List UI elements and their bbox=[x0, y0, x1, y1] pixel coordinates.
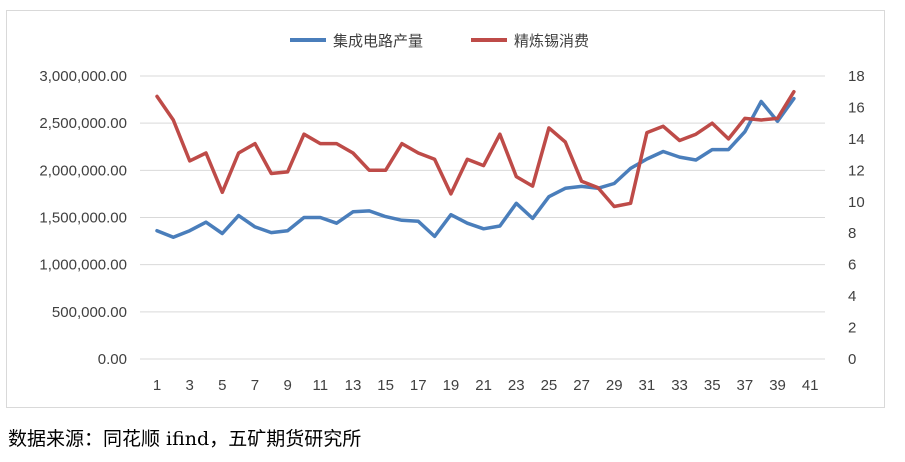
x-tick-label: 3 bbox=[185, 377, 193, 394]
y-right-tick-label: 0 bbox=[848, 351, 856, 368]
x-tick-label: 1 bbox=[153, 377, 161, 394]
y-left-tick-label: 3,000,000.00 bbox=[39, 68, 127, 85]
legend-label: 精炼锡消费 bbox=[514, 32, 589, 50]
y-right-tick-label: 16 bbox=[848, 99, 865, 116]
x-tick-label: 9 bbox=[283, 377, 291, 394]
x-tick-label: 41 bbox=[802, 377, 819, 394]
y-left-tick-label: 0.00 bbox=[98, 351, 127, 368]
legend-label: 集成电路产量 bbox=[333, 32, 423, 50]
x-tick-label: 39 bbox=[769, 377, 786, 394]
x-tick-label: 5 bbox=[218, 377, 226, 394]
y-right-tick-label: 10 bbox=[848, 194, 865, 211]
x-tick-label: 17 bbox=[410, 377, 427, 394]
y-left-tick-label: 2,500,000.00 bbox=[39, 115, 127, 132]
x-tick-label: 31 bbox=[639, 377, 656, 394]
series-line-2 bbox=[155, 89, 796, 209]
chart-svg: 0.00 500,000.00 1,000,000.00 1,500,000.00 2,… bbox=[39, 32, 865, 394]
y-right-tick-label: 12 bbox=[848, 162, 865, 179]
y-left-tick-label: 1,500,000.00 bbox=[39, 210, 127, 227]
y-right-tick-label: 6 bbox=[848, 257, 856, 274]
source-note: 数据来源：同花顺 ifind，五矿期货研究所 bbox=[8, 428, 362, 450]
x-tick-label: 11 bbox=[313, 377, 329, 394]
y-right-tick-label: 8 bbox=[848, 225, 856, 242]
x-tick-label: 19 bbox=[443, 377, 460, 394]
x-tick-label: 13 bbox=[345, 377, 362, 394]
x-tick-label: 23 bbox=[508, 377, 525, 394]
x-tick-label: 7 bbox=[251, 377, 259, 394]
x-tick-label: 33 bbox=[671, 377, 688, 394]
x-tick-label: 37 bbox=[737, 377, 754, 394]
y-right-tick-label: 4 bbox=[848, 288, 856, 305]
y-left-tick-label: 1,000,000.00 bbox=[39, 257, 127, 274]
x-tick-label: 25 bbox=[541, 377, 558, 394]
series-line-1 bbox=[155, 96, 796, 240]
x-tick-label: 29 bbox=[606, 377, 623, 394]
x-tick-label: 27 bbox=[573, 377, 590, 394]
y-right-tick-label: 14 bbox=[848, 131, 865, 148]
x-tick-label: 21 bbox=[475, 377, 492, 394]
y-right-tick-label: 2 bbox=[848, 320, 856, 337]
x-tick-label: 15 bbox=[377, 377, 394, 394]
y-left-tick-label: 2,000,000.00 bbox=[39, 162, 127, 179]
x-tick-label: 35 bbox=[704, 377, 721, 394]
y-left-tick-label: 500,000.00 bbox=[52, 304, 127, 321]
y-right-tick-label: 18 bbox=[848, 68, 865, 85]
